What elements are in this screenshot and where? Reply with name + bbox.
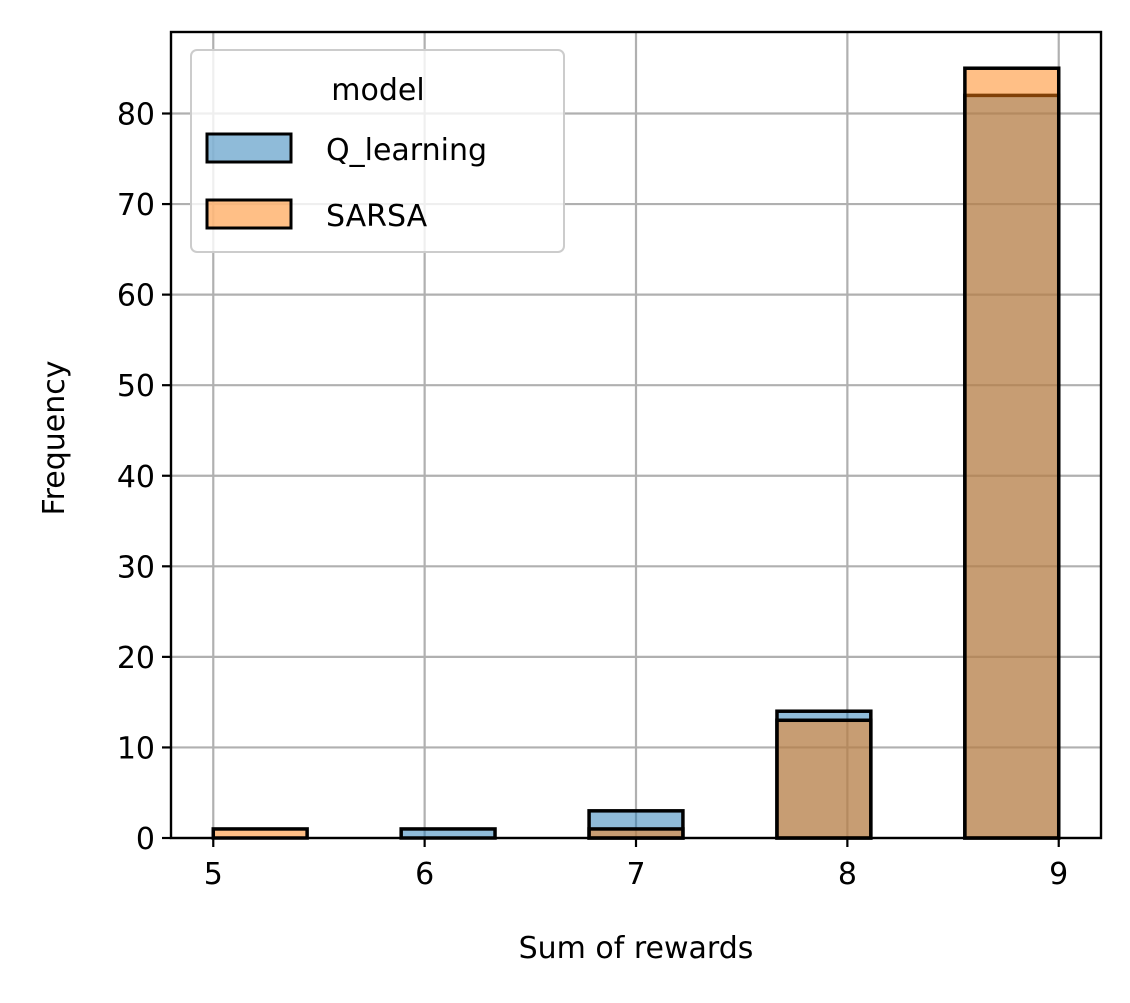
x-axis-label: Sum of rewards — [519, 931, 754, 966]
legend-label-q-learning: Q_learning — [326, 133, 487, 168]
bar-sarsa — [587, 827, 685, 840]
bars — [211, 66, 1061, 840]
y-tick-label: 10 — [117, 731, 155, 766]
y-tick-label: 40 — [117, 460, 155, 495]
bar-sarsa — [963, 66, 1061, 840]
y-tick-label: 80 — [117, 98, 155, 133]
y-tick-label: 30 — [117, 550, 155, 585]
x-tick-label: 6 — [415, 857, 434, 892]
legend-label-sarsa: SARSA — [326, 199, 428, 234]
y-axis-label: Frequency — [37, 361, 72, 516]
y-tick-label: 20 — [117, 641, 155, 676]
legend: model Q_learning SARSA — [190, 49, 565, 253]
legend-swatch-q-learning — [205, 132, 293, 164]
y-tick-label: 70 — [117, 188, 155, 223]
x-tick-label: 8 — [838, 857, 857, 892]
bar-sarsa — [211, 827, 309, 840]
x-tick-label: 9 — [1049, 857, 1068, 892]
x-tick-label: 7 — [626, 857, 645, 892]
legend-swatch-sarsa — [205, 198, 293, 230]
y-tick-label: 0 — [136, 822, 155, 857]
legend-item-sarsa: SARSA — [205, 198, 428, 234]
y-tick-label: 50 — [117, 369, 155, 404]
bar-q-learning — [399, 827, 497, 840]
ticks: 5 6 7 8 9 0 10 20 30 40 50 60 70 80 — [117, 98, 1068, 892]
y-tick-label: 60 — [117, 279, 155, 314]
x-tick-label: 5 — [204, 857, 223, 892]
legend-title: model — [331, 73, 424, 108]
legend-item-q-learning: Q_learning — [205, 132, 487, 168]
bar-sarsa — [775, 718, 873, 840]
